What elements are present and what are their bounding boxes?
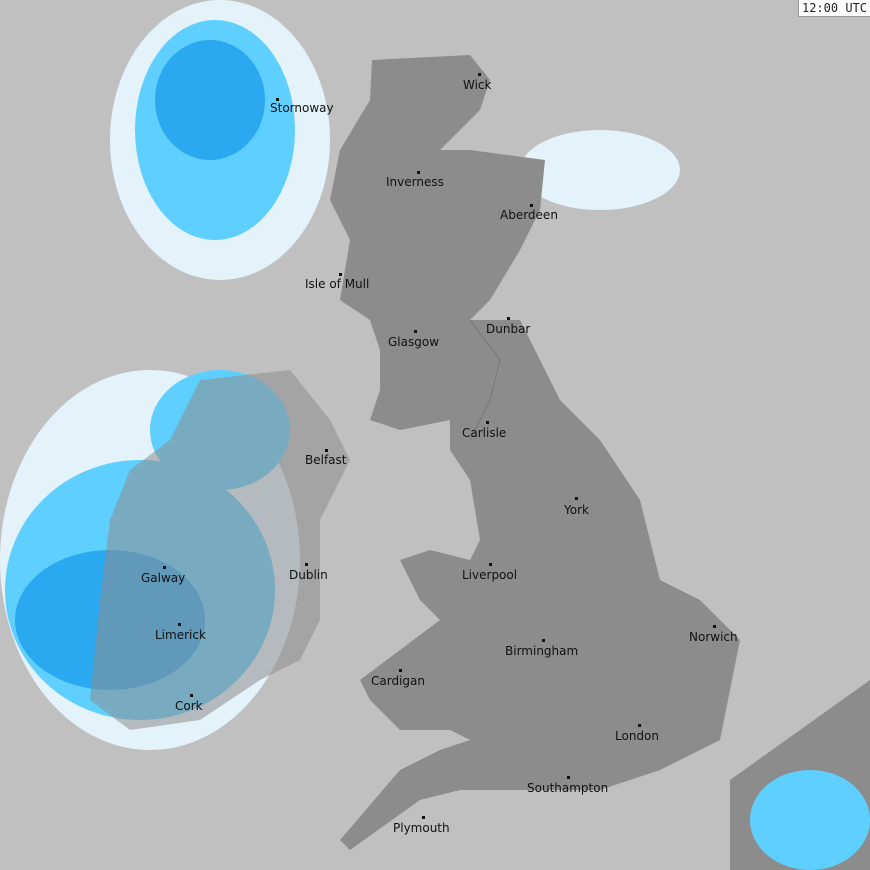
city-dot [178, 623, 181, 626]
city-stornoway[interactable]: Stornoway [270, 101, 334, 115]
city-dot [542, 639, 545, 642]
city-dot [339, 273, 342, 276]
city-dot [489, 563, 492, 566]
city-birmingham[interactable]: Birmingham [505, 644, 579, 658]
city-liverpool[interactable]: Liverpool [462, 568, 518, 582]
city-glasgow[interactable]: Glasgow [388, 335, 440, 349]
city-dot [567, 776, 570, 779]
city-london[interactable]: London [615, 729, 659, 743]
city-dot [507, 317, 510, 320]
city-dot [575, 497, 578, 500]
city-limerick[interactable]: Limerick [155, 628, 206, 642]
city-inverness[interactable]: Inverness [386, 175, 444, 189]
city-dot [417, 171, 420, 174]
city-dot [422, 816, 425, 819]
city-dot [638, 724, 641, 727]
city-dot [478, 73, 481, 76]
city-norwich[interactable]: Norwich [689, 630, 738, 644]
city-galway[interactable]: Galway [141, 571, 186, 585]
city-carlisle[interactable]: Carlisle [462, 426, 507, 440]
city-cardigan[interactable]: Cardigan [371, 674, 425, 688]
city-dublin[interactable]: Dublin [289, 568, 328, 582]
city-belfast[interactable]: Belfast [305, 453, 347, 467]
city-dunbar[interactable]: Dunbar [486, 322, 531, 336]
city-dot [713, 625, 716, 628]
city-aberdeen[interactable]: Aberdeen [500, 208, 558, 222]
city-dot [486, 421, 489, 424]
city-york[interactable]: York [564, 503, 589, 517]
england-scotland-border [469, 319, 501, 441]
city-dot [276, 98, 279, 101]
city-dot [190, 694, 193, 697]
city-isle-of-mull[interactable]: Isle of Mull [305, 277, 370, 291]
city-southampton[interactable]: Southampton [527, 781, 609, 795]
city-dot [163, 566, 166, 569]
city-cork[interactable]: Cork [175, 699, 203, 713]
city-dot [399, 669, 402, 672]
city-dot [305, 563, 308, 566]
city-dot [530, 204, 533, 207]
timestamp: 12:00 UTC [797, 0, 870, 17]
city-dot [414, 330, 417, 333]
city-plymouth[interactable]: Plymouth [393, 821, 450, 835]
city-dot [325, 449, 328, 452]
ireland-landmass [90, 370, 350, 730]
city-wick[interactable]: Wick [463, 78, 492, 92]
radar-precipitation-france [750, 770, 870, 870]
great-britain-landmass [330, 55, 740, 850]
